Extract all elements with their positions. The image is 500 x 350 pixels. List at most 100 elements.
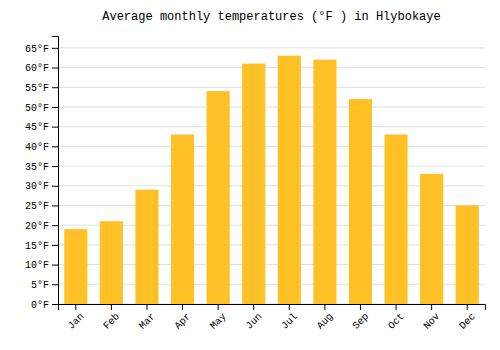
y-tick: 45°F (25, 122, 58, 133)
y-tick: 5°F (31, 280, 58, 291)
y-tick: 55°F (25, 83, 58, 94)
y-tick-mark (52, 186, 58, 187)
y-tick-label: 25°F (25, 201, 49, 212)
x-tick-label: Mar (137, 311, 158, 332)
x-tick: Jan (66, 304, 87, 332)
y-tick-mark (52, 166, 58, 167)
x-tick: Dec (457, 304, 478, 332)
y-tick-label: 60°F (25, 63, 49, 74)
x-tick: Mar (137, 304, 158, 332)
y-tick: 15°F (25, 241, 58, 252)
x-tick-mark (467, 304, 468, 310)
x-tick: Apr (173, 304, 194, 332)
y-axis: 0°F 5°F 10°F 15°F 20°F 25°F 30°F 35°F 40°F 45°F 50… (25, 37, 59, 311)
bar (100, 221, 123, 304)
grid-line (58, 106, 485, 107)
x-tick: May (208, 304, 229, 332)
grid-line (58, 67, 485, 68)
bar (278, 56, 301, 304)
x-tick-label: Dec (457, 311, 478, 332)
x-tick-mark (182, 304, 183, 310)
y-tick-mark (52, 265, 58, 266)
x-tick-mark (75, 304, 76, 310)
x-axis: Jan Feb Mar Apr May Jun Jul Aug Sep Oct Nov Dec (59, 304, 486, 332)
y-tick-label: 10°F (25, 260, 49, 271)
x-tick-mark (431, 304, 432, 310)
x-tick: Jun (244, 304, 265, 332)
y-tick: 10°F (25, 260, 58, 271)
y-tick-mark (52, 107, 58, 108)
y-tick-label: 65°F (25, 44, 49, 55)
y-tick-mark (52, 87, 58, 88)
bar (242, 64, 265, 304)
x-tick-label: Jun (244, 311, 265, 332)
y-tick: 0°F (31, 300, 58, 311)
x-tick-label: Feb (101, 311, 122, 332)
x-tick-label: Aug (315, 311, 336, 332)
x-tick-mark (253, 304, 254, 310)
y-tick-mark (52, 127, 58, 128)
x-axis-line (59, 305, 486, 311)
y-tick: 50°F (25, 103, 58, 114)
x-tick-label: Apr (173, 311, 194, 332)
bar (456, 205, 479, 304)
x-tick: Oct (386, 304, 407, 332)
y-tick-label: 0°F (31, 300, 49, 311)
y-tick: 60°F (25, 63, 58, 74)
bars (64, 56, 479, 304)
bar (171, 135, 194, 304)
y-tick-label: 35°F (25, 162, 49, 173)
x-tick-label: Sep (351, 311, 372, 332)
grid-line (58, 87, 485, 88)
x-tick-label: May (208, 311, 229, 332)
y-tick: 25°F (25, 201, 58, 212)
bar (384, 135, 407, 304)
y-tick: 20°F (25, 221, 58, 232)
x-tick: Aug (315, 304, 336, 332)
grid-line (58, 126, 485, 127)
bar (313, 60, 336, 304)
y-tick-label: 20°F (25, 221, 49, 232)
y-tick-mark (52, 245, 58, 246)
y-tick-mark (52, 205, 58, 206)
y-tick-label: 40°F (25, 142, 49, 153)
y-tick: 65°F (25, 44, 58, 55)
x-tick-mark (396, 304, 397, 310)
y-tick: 40°F (25, 142, 58, 153)
y-tick-mark (52, 284, 58, 285)
x-tick-mark (146, 304, 147, 310)
x-tick-label: Jan (66, 311, 87, 332)
grid (58, 48, 485, 304)
bar (207, 91, 230, 304)
x-tick-mark (218, 304, 219, 310)
y-tick-mark (52, 225, 58, 226)
y-tick: 30°F (25, 181, 58, 192)
bar (135, 190, 158, 304)
y-tick-label: 5°F (31, 280, 49, 291)
y-tick-mark (52, 48, 58, 49)
x-tick: Sep (351, 304, 372, 332)
y-tick-label: 50°F (25, 103, 49, 114)
x-tick: Nov (422, 304, 443, 332)
y-tick-mark (52, 146, 58, 147)
y-axis-line (52, 37, 59, 305)
y-tick: 35°F (25, 162, 58, 173)
x-tick: Jul (279, 304, 300, 332)
x-tick-mark (289, 304, 290, 310)
chart-svg: 0°F 5°F 10°F 15°F 20°F 25°F 30°F 35°F 40°F 45°F 50… (0, 0, 500, 350)
grid-line (58, 166, 485, 167)
y-tick-mark (52, 304, 58, 305)
chart-container: 0°F 5°F 10°F 15°F 20°F 25°F 30°F 35°F 40°F 45°F 50… (0, 0, 500, 350)
x-tick-mark (324, 304, 325, 310)
bar (420, 174, 443, 304)
grid-line (58, 47, 485, 48)
x-tick-mark (111, 304, 112, 310)
title: Average monthly temperatures (°F ) in Hl… (102, 10, 440, 24)
plot: 0°F 5°F 10°F 15°F 20°F 25°F 30°F 35°F 40°F 45°F 50… (25, 37, 486, 332)
x-tick-label: Oct (386, 311, 407, 332)
y-tick-label: 30°F (25, 181, 49, 192)
grid-line (58, 146, 485, 147)
y-tick-label: 55°F (25, 83, 49, 94)
y-tick-label: 15°F (25, 241, 49, 252)
bar (64, 229, 87, 304)
